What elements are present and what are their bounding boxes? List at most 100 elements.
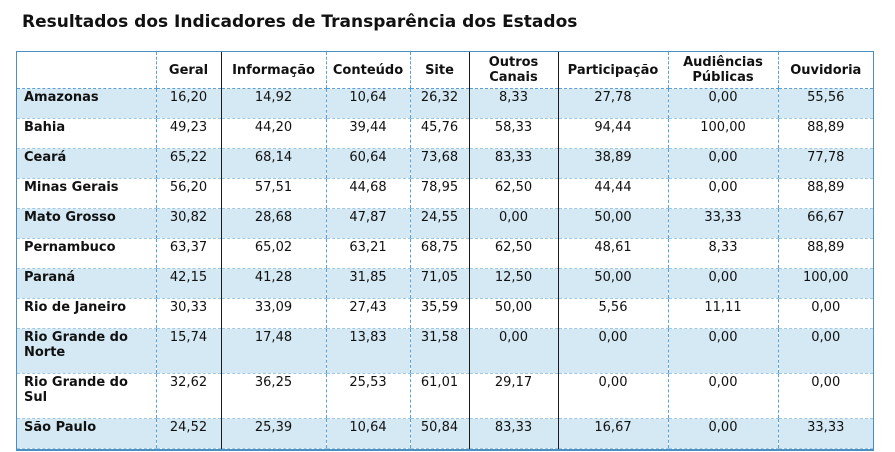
value-cell: 62,50 xyxy=(468,178,559,209)
page-title: Resultados dos Indicadores de Transparên… xyxy=(22,12,578,32)
value-cell: 71,05 xyxy=(409,268,470,299)
value-cell: 8,33 xyxy=(667,238,778,269)
value-cell: 11,11 xyxy=(667,298,778,329)
state-name-cell: Rio Grande do Sul xyxy=(17,373,156,419)
value-cell: 83,33 xyxy=(468,418,559,449)
column-header-informacao: Informação xyxy=(220,52,326,89)
value-cell: 33,09 xyxy=(220,298,326,329)
value-cell: 77,78 xyxy=(777,148,873,179)
table-row: Bahia 49,23 44,20 39,44 45,76 58,33 94,44 100,0… xyxy=(17,118,873,149)
state-name-cell: Paraná xyxy=(17,268,156,299)
table-row: Paraná 42,15 41,28 31,85 71,05 12,50 50,00 0,00… xyxy=(17,268,873,299)
value-cell: 13,83 xyxy=(325,328,410,374)
state-name-cell: Bahia xyxy=(17,118,156,149)
value-cell: 65,02 xyxy=(220,238,326,269)
value-cell: 63,21 xyxy=(325,238,410,269)
value-cell: 24,55 xyxy=(409,208,470,239)
value-cell: 58,33 xyxy=(468,118,559,149)
value-cell: 42,15 xyxy=(155,268,222,299)
value-cell: 0,00 xyxy=(468,328,559,374)
table-row: São Paulo 24,52 25,39 10,64 50,84 83,33 16,67 0… xyxy=(17,418,873,449)
state-name-cell: Rio Grande do Norte xyxy=(17,328,156,374)
value-cell: 33,33 xyxy=(667,208,778,239)
value-cell: 35,59 xyxy=(409,298,470,329)
value-cell: 61,01 xyxy=(409,373,470,419)
value-cell: 55,56 xyxy=(777,88,873,119)
value-cell: 50,00 xyxy=(468,298,559,329)
value-cell: 94,44 xyxy=(557,118,668,149)
column-header-conteudo: Conteúdo xyxy=(325,52,410,89)
value-cell: 33,33 xyxy=(777,418,873,449)
column-header-state xyxy=(17,52,156,89)
value-cell: 0,00 xyxy=(777,373,873,419)
value-cell: 41,28 xyxy=(220,268,326,299)
value-cell: 83,33 xyxy=(468,148,559,179)
table-row: Minas Gerais 56,20 57,51 44,68 78,95 62,50 44,… xyxy=(17,178,873,209)
value-cell: 27,78 xyxy=(557,88,668,119)
value-cell: 0,00 xyxy=(667,148,778,179)
value-cell: 50,00 xyxy=(557,268,668,299)
table-row: Rio de Janeiro 30,33 33,09 27,43 35,59 50,00 5… xyxy=(17,298,873,329)
value-cell: 0,00 xyxy=(667,373,778,419)
state-name-cell: Pernambuco xyxy=(17,238,156,269)
value-cell: 10,64 xyxy=(325,418,410,449)
value-cell: 30,82 xyxy=(155,208,222,239)
column-header-site: Site xyxy=(409,52,470,89)
value-cell: 78,95 xyxy=(409,178,470,209)
value-cell: 38,89 xyxy=(557,148,668,179)
value-cell: 31,85 xyxy=(325,268,410,299)
table-row: Pernambuco 63,37 65,02 63,21 68,75 62,50 48,61… xyxy=(17,238,873,269)
state-name-cell: Rio de Janeiro xyxy=(17,298,156,329)
value-cell: 73,68 xyxy=(409,148,470,179)
value-cell: 5,56 xyxy=(557,298,668,329)
value-cell: 25,53 xyxy=(325,373,410,419)
value-cell: 15,74 xyxy=(155,328,222,374)
results-table: Geral Informação Conteúdo Site Outros Ca… xyxy=(17,52,873,449)
value-cell: 56,20 xyxy=(155,178,222,209)
value-cell: 100,00 xyxy=(667,118,778,149)
value-cell: 49,23 xyxy=(155,118,222,149)
value-cell: 31,58 xyxy=(409,328,470,374)
state-name-cell: Minas Gerais xyxy=(17,178,156,209)
column-header-geral: Geral xyxy=(155,52,222,89)
value-cell: 0,00 xyxy=(777,328,873,374)
value-cell: 45,76 xyxy=(409,118,470,149)
value-cell: 39,44 xyxy=(325,118,410,149)
value-cell: 0,00 xyxy=(557,328,668,374)
value-cell: 66,67 xyxy=(777,208,873,239)
value-cell: 88,89 xyxy=(777,178,873,209)
value-cell: 0,00 xyxy=(777,298,873,329)
table-row: Rio Grande do Sul 32,62 36,25 25,53 61,01 29,… xyxy=(17,373,873,419)
value-cell: 0,00 xyxy=(667,418,778,449)
value-cell: 10,64 xyxy=(325,88,410,119)
value-cell: 65,22 xyxy=(155,148,222,179)
table-row: Amazonas 16,20 14,92 10,64 26,32 8,33 27,78 0,0… xyxy=(17,88,873,119)
value-cell: 32,62 xyxy=(155,373,222,419)
value-cell: 57,51 xyxy=(220,178,326,209)
value-cell: 0,00 xyxy=(667,88,778,119)
value-cell: 68,14 xyxy=(220,148,326,179)
state-name-cell: Mato Grosso xyxy=(17,208,156,239)
value-cell: 8,33 xyxy=(468,88,559,119)
column-header-audiencias-publicas: Audiências Públicas xyxy=(667,52,778,89)
value-cell: 25,39 xyxy=(220,418,326,449)
value-cell: 29,17 xyxy=(468,373,559,419)
value-cell: 100,00 xyxy=(777,268,873,299)
value-cell: 44,20 xyxy=(220,118,326,149)
value-cell: 0,00 xyxy=(667,178,778,209)
header-row: Geral Informação Conteúdo Site Outros Ca… xyxy=(17,52,873,89)
value-cell: 88,89 xyxy=(777,238,873,269)
table-row: Mato Grosso 30,82 28,68 47,87 24,55 0,00 50,00… xyxy=(17,208,873,239)
value-cell: 47,87 xyxy=(325,208,410,239)
value-cell: 0,00 xyxy=(557,373,668,419)
value-cell: 24,52 xyxy=(155,418,222,449)
value-cell: 63,37 xyxy=(155,238,222,269)
value-cell: 50,00 xyxy=(557,208,668,239)
value-cell: 36,25 xyxy=(220,373,326,419)
value-cell: 44,68 xyxy=(325,178,410,209)
value-cell: 0,00 xyxy=(667,268,778,299)
value-cell: 17,48 xyxy=(220,328,326,374)
column-header-participacao: Participação xyxy=(557,52,668,89)
column-header-ouvidoria: Ouvidoria xyxy=(777,52,873,89)
value-cell: 26,32 xyxy=(409,88,470,119)
